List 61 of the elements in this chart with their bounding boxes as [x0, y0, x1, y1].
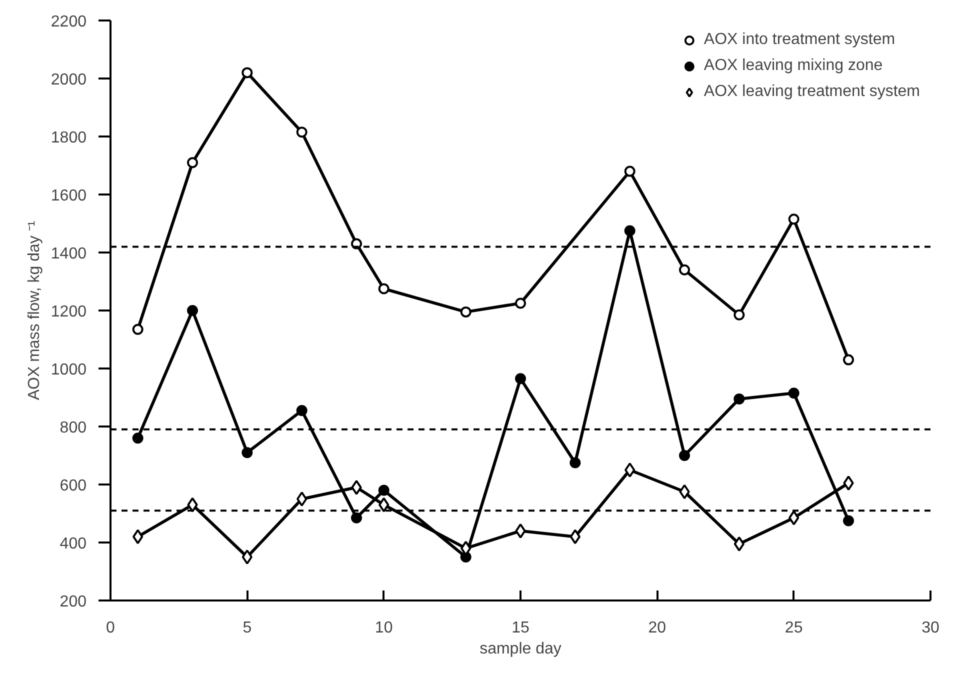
point [515, 523, 526, 538]
point [515, 373, 526, 384]
point [734, 536, 744, 552]
point [187, 305, 198, 316]
y-tick-label: 1400 [50, 246, 87, 262]
y-tick-label: 200 [60, 594, 87, 610]
point [296, 492, 308, 506]
point [132, 324, 144, 335]
y-tick-label: 1200 [50, 304, 87, 320]
legend-label: AOX leaving treatment system [704, 83, 920, 101]
point [788, 388, 800, 399]
point [843, 476, 854, 491]
x-tick-label: 10 [374, 620, 393, 636]
point [515, 298, 526, 309]
x-tick-label: 0 [106, 620, 116, 636]
point [132, 432, 144, 444]
x-tick-label: 30 [922, 620, 940, 636]
y-tick-label: 800 [60, 420, 87, 436]
point [351, 480, 362, 495]
point [843, 354, 854, 366]
y-axis-title: AOX mass flow, kg day ⁻¹ [26, 220, 43, 400]
point [378, 484, 390, 496]
point [788, 510, 800, 526]
point [378, 283, 390, 294]
point [296, 126, 308, 138]
x-axis-title: sample day [480, 640, 562, 658]
x-tick-label: 20 [648, 620, 666, 636]
point [679, 264, 690, 276]
point [734, 309, 745, 320]
point [242, 67, 253, 78]
point [624, 225, 636, 236]
point [242, 447, 253, 458]
point [679, 450, 690, 461]
point [460, 306, 472, 318]
point [570, 457, 581, 468]
point [351, 512, 362, 524]
y-tick-label: 2000 [50, 72, 87, 88]
y-tick-label: 1800 [50, 130, 87, 146]
x-tick-label: 5 [242, 620, 252, 636]
point [296, 405, 308, 416]
point [132, 529, 144, 544]
point [734, 393, 745, 404]
point [242, 550, 252, 564]
y-tick-label: 1000 [50, 362, 87, 378]
point [624, 462, 636, 478]
point [187, 157, 198, 168]
point [624, 166, 636, 177]
point [788, 214, 800, 225]
y-tick-label: 1600 [50, 188, 87, 204]
legend-label: AOX into treatment system [704, 31, 896, 49]
y-tick-label: 400 [60, 536, 87, 552]
point [679, 484, 690, 500]
point [570, 529, 580, 544]
legend-label: AOX leaving mixing zone [704, 57, 883, 75]
point [378, 497, 390, 512]
point [187, 497, 198, 512]
x-tick-label: 15 [512, 620, 530, 636]
y-tick-label: 600 [60, 478, 87, 494]
y-tick-label: 2200 [50, 14, 87, 30]
point [843, 515, 854, 526]
x-tick-label: 25 [784, 620, 803, 636]
